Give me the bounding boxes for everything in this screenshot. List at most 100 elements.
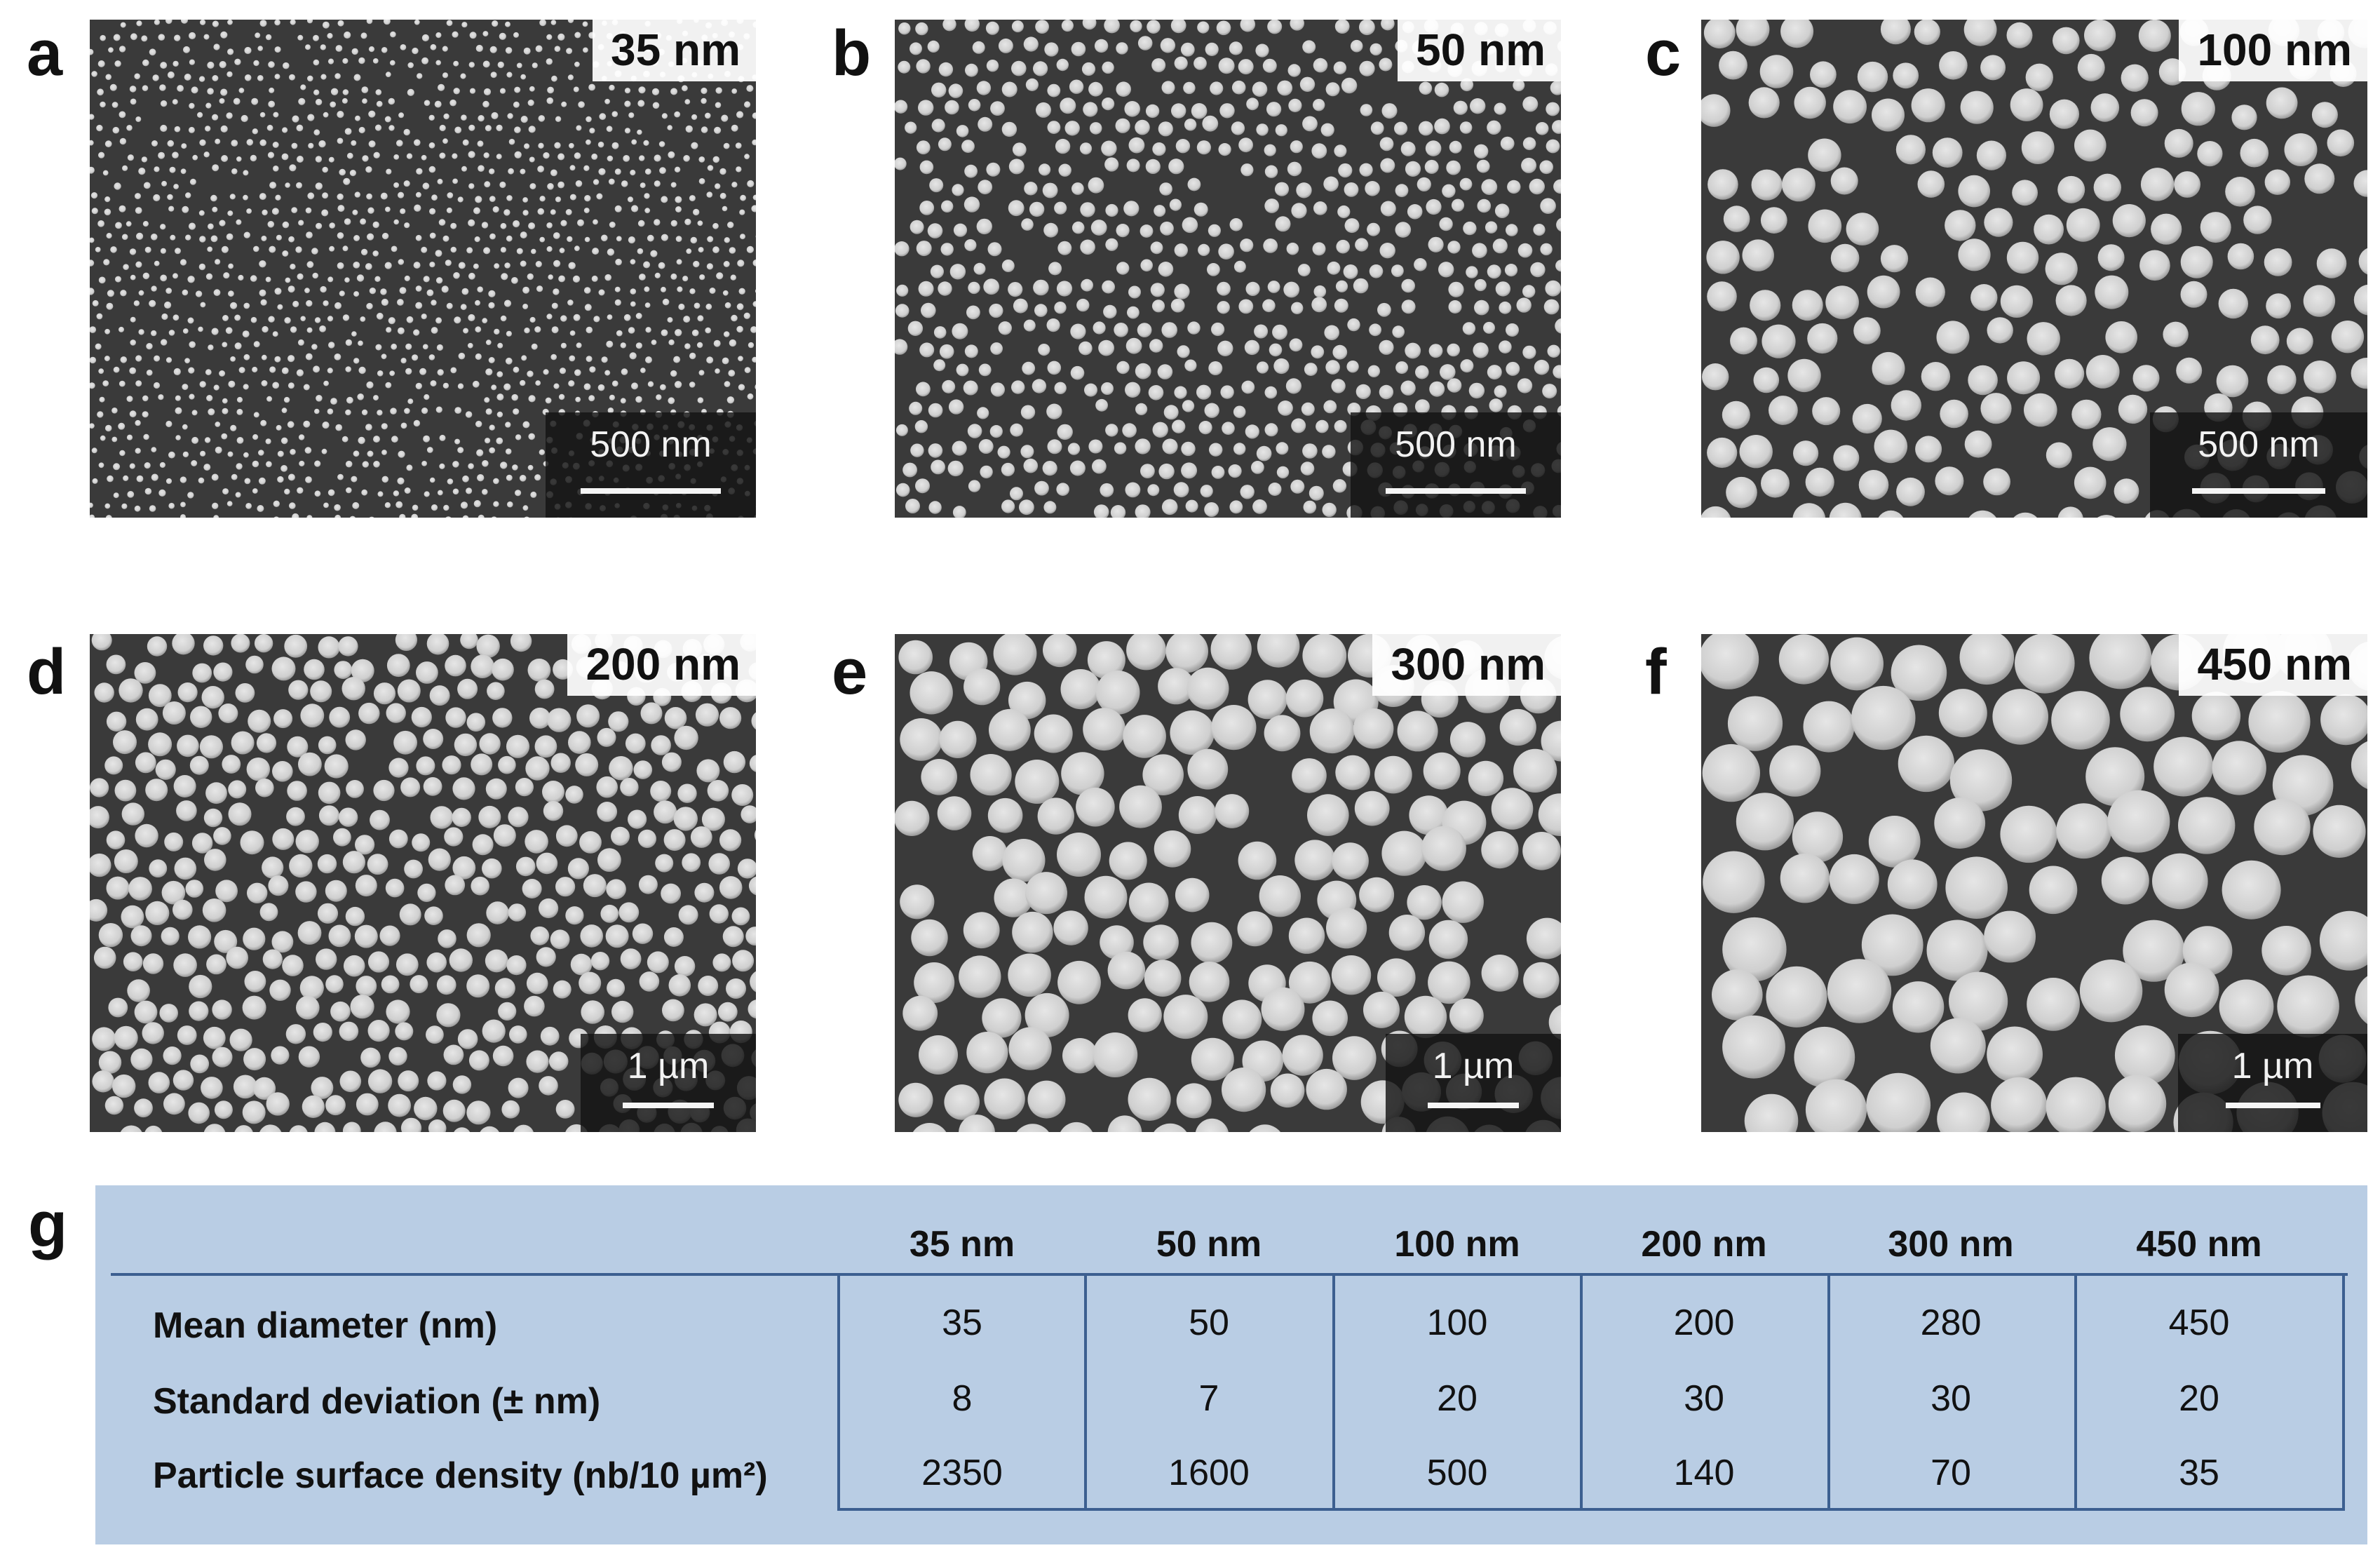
- nanoparticle: [574, 245, 580, 252]
- nanoparticle: [538, 115, 546, 122]
- nanoparticle: [452, 178, 458, 184]
- nanoparticle: [1917, 170, 1945, 198]
- nanoparticle: [153, 382, 161, 389]
- nanoparticle: [373, 779, 395, 802]
- nanoparticle: [1198, 421, 1212, 435]
- nanoparticle: [2084, 20, 2116, 51]
- nanoparticle: [1135, 438, 1151, 455]
- nanoparticle: [1107, 1115, 1142, 1132]
- nanoparticle: [327, 368, 333, 374]
- nanoparticle: [428, 114, 435, 121]
- nanoparticle: [300, 703, 325, 728]
- nanoparticle: [287, 781, 307, 801]
- nanoparticle: [317, 903, 339, 924]
- nanoparticle: [1739, 435, 1773, 469]
- nanoparticle: [583, 874, 607, 898]
- nanoparticle: [201, 686, 224, 709]
- nanoparticle: [277, 450, 284, 457]
- nanoparticle: [977, 407, 989, 419]
- nanoparticle: [134, 505, 141, 512]
- nanoparticle: [305, 207, 312, 214]
- nanoparticle: [1287, 64, 1301, 77]
- nanoparticle: [546, 222, 553, 229]
- nanoparticle: [325, 1095, 346, 1116]
- particle-size-label: 35 nm: [593, 20, 756, 82]
- nanoparticle: [2152, 853, 2208, 910]
- nanoparticle: [98, 1051, 122, 1074]
- nanoparticle: [1270, 1073, 1305, 1108]
- nanoparticle: [535, 45, 543, 53]
- nanoparticle: [316, 222, 323, 229]
- nanoparticle: [381, 354, 387, 360]
- nanoparticle: [1168, 159, 1184, 175]
- nanoparticle: [1872, 351, 1905, 385]
- nanoparticle: [170, 234, 176, 241]
- nanoparticle: [335, 45, 343, 52]
- nanoparticle: [620, 342, 626, 349]
- nanoparticle: [611, 826, 630, 846]
- nanoparticle: [970, 754, 1012, 796]
- nanoparticle: [1039, 163, 1051, 176]
- nanoparticle: [305, 44, 311, 51]
- nanoparticle: [583, 287, 591, 294]
- nanoparticle: [390, 31, 396, 38]
- nanoparticle: [576, 342, 582, 349]
- nanoparticle: [1334, 298, 1348, 313]
- nanoparticle: [1116, 262, 1130, 275]
- nanoparticle: [493, 478, 499, 485]
- nanoparticle: [1024, 182, 1038, 196]
- nanoparticle: [160, 274, 168, 282]
- nanoparticle: [2140, 168, 2175, 201]
- nanoparticle: [435, 277, 443, 284]
- nanoparticle: [674, 725, 698, 750]
- nanoparticle: [268, 316, 275, 323]
- nanoparticle: [373, 152, 380, 159]
- nanoparticle: [553, 260, 561, 267]
- nanoparticle: [1421, 826, 1466, 871]
- nanoparticle: [661, 752, 682, 772]
- nanoparticle: [933, 326, 947, 339]
- nanoparticle: [1268, 483, 1282, 496]
- nanoparticle: [213, 289, 221, 297]
- nanoparticle: [1083, 102, 1098, 117]
- nanoparticle: [508, 138, 515, 145]
- nanoparticle: [586, 326, 593, 334]
- nanoparticle: [624, 128, 631, 134]
- nanoparticle: [637, 129, 642, 135]
- nanoparticle: [127, 979, 150, 1002]
- nanoparticle: [258, 450, 264, 456]
- nanoparticle: [1245, 281, 1260, 296]
- nanoparticle: [520, 379, 526, 386]
- nanoparticle: [1011, 20, 1024, 33]
- nanoparticle: [421, 34, 429, 42]
- nanoparticle: [333, 828, 351, 847]
- nanoparticle: [445, 516, 452, 518]
- nanoparticle: [2132, 365, 2160, 392]
- nanoparticle: [388, 97, 395, 105]
- nanoparticle: [1303, 500, 1317, 514]
- nanoparticle: [479, 733, 501, 755]
- nanoparticle: [631, 382, 638, 390]
- nanoparticle: [231, 168, 238, 175]
- nanoparticle: [1466, 266, 1478, 278]
- nanoparticle: [296, 124, 304, 132]
- nanoparticle: [528, 126, 536, 133]
- nanoparticle: [283, 62, 290, 69]
- nanoparticle: [1114, 323, 1128, 337]
- nanoparticle: [1274, 182, 1290, 196]
- nanoparticle: [662, 999, 684, 1022]
- nanoparticle: [225, 327, 233, 335]
- nanoparticle: [1057, 833, 1101, 877]
- nanoparticle: [538, 142, 544, 149]
- nanoparticle: [931, 119, 945, 133]
- nanoparticle: [674, 381, 682, 389]
- nanoparticle: [482, 460, 489, 467]
- nanoparticle: [236, 396, 243, 403]
- nanoparticle: [1071, 41, 1086, 57]
- nanoparticle: [182, 289, 189, 296]
- nanoparticle: [493, 501, 499, 507]
- nanoparticle: [627, 196, 634, 203]
- nanoparticle: [598, 289, 605, 296]
- nanoparticle: [905, 121, 917, 134]
- nanoparticle: [620, 948, 642, 969]
